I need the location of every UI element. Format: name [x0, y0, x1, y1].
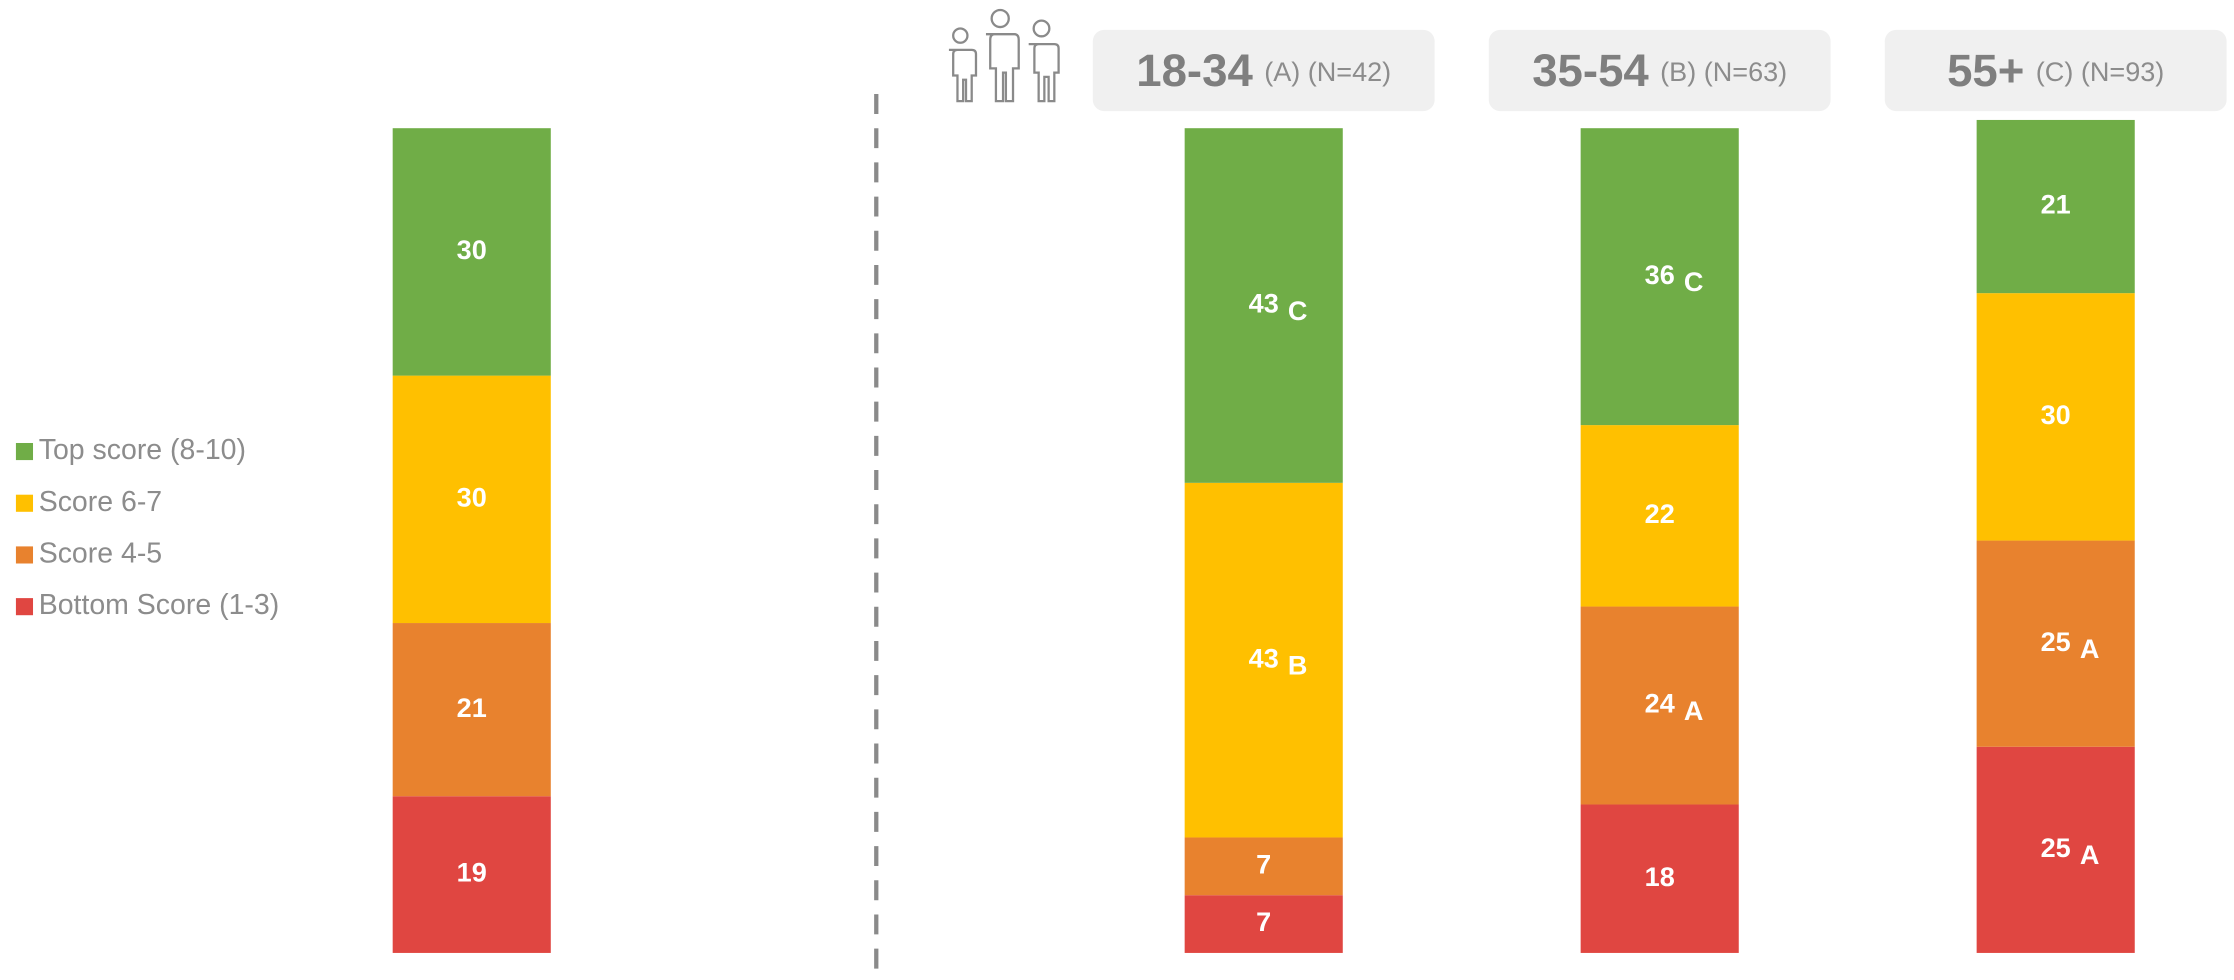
legend-swatch — [15, 546, 34, 564]
data-label: 25 — [2041, 833, 2071, 863]
data-label: 30 — [2041, 400, 2071, 430]
legend-swatch — [15, 598, 34, 616]
header-note: (C) (N=93) — [2036, 57, 2165, 87]
data-label: 36 — [1645, 260, 1675, 290]
data-label: 25 — [2041, 627, 2071, 657]
data-label: 43 — [1249, 289, 1279, 319]
significance-label: A — [2080, 634, 2100, 664]
bar-segment — [392, 623, 551, 797]
bar-segment — [1184, 128, 1343, 483]
bar-segment — [1976, 746, 2135, 953]
significance-label: C — [1288, 296, 1308, 326]
significance-label: A — [1684, 696, 1704, 726]
legend-label: Score 4-5 — [39, 537, 162, 569]
bar-segment — [392, 128, 551, 376]
bar-segment — [392, 375, 551, 624]
header-box — [1884, 29, 2227, 112]
significance-label: B — [1288, 650, 1308, 680]
data-label: 19 — [457, 858, 487, 888]
header: 18-34 (A) (N=42) — [1136, 45, 1391, 96]
data-label: 24 — [1645, 689, 1675, 719]
header-box — [1488, 29, 1831, 112]
bar-segment — [1580, 804, 1739, 953]
header: 35-54 (B) (N=63) — [1532, 45, 1787, 96]
data-label: 18 — [1645, 862, 1675, 892]
bar-segment — [1580, 425, 1739, 607]
legend-swatch — [15, 442, 34, 461]
legend-swatch — [15, 494, 34, 512]
header-label: 18-34 — [1136, 45, 1253, 96]
bar-segment — [1580, 606, 1739, 805]
header-note: (B) (N=63) — [1660, 57, 1787, 87]
significance-label: A — [2080, 840, 2100, 870]
header-box — [1092, 29, 1435, 112]
significance-label: C — [1684, 267, 1704, 297]
people-icon — [948, 8, 1060, 103]
header: 55+ (C) (N=93) — [1947, 45, 2164, 96]
bar-segment — [392, 796, 551, 953]
header-note: (A) (N=42) — [1264, 57, 1391, 87]
bar-segment — [1580, 128, 1739, 426]
bar-segment — [1976, 540, 2135, 747]
data-label: 30 — [457, 482, 487, 512]
bar-segment — [1976, 119, 2135, 294]
data-label: 22 — [1645, 499, 1675, 529]
legend-label: Top score (8-10) — [39, 434, 246, 466]
bar-segment — [1184, 895, 1343, 953]
legend-label: Bottom Score (1-3) — [39, 589, 279, 621]
data-label: 7 — [1256, 849, 1271, 879]
bar-segment — [1184, 837, 1343, 896]
data-label: 21 — [2041, 190, 2071, 220]
data-label: 21 — [457, 693, 487, 723]
data-label: 30 — [457, 235, 487, 265]
data-label: 43 — [1249, 643, 1279, 673]
legend-label: Score 6-7 — [39, 486, 162, 518]
header-label: 35-54 — [1532, 45, 1649, 96]
bar-segment — [1976, 293, 2135, 541]
header-label: 55+ — [1947, 45, 2024, 96]
data-label: 7 — [1256, 907, 1271, 937]
bar-segment — [1184, 482, 1343, 838]
